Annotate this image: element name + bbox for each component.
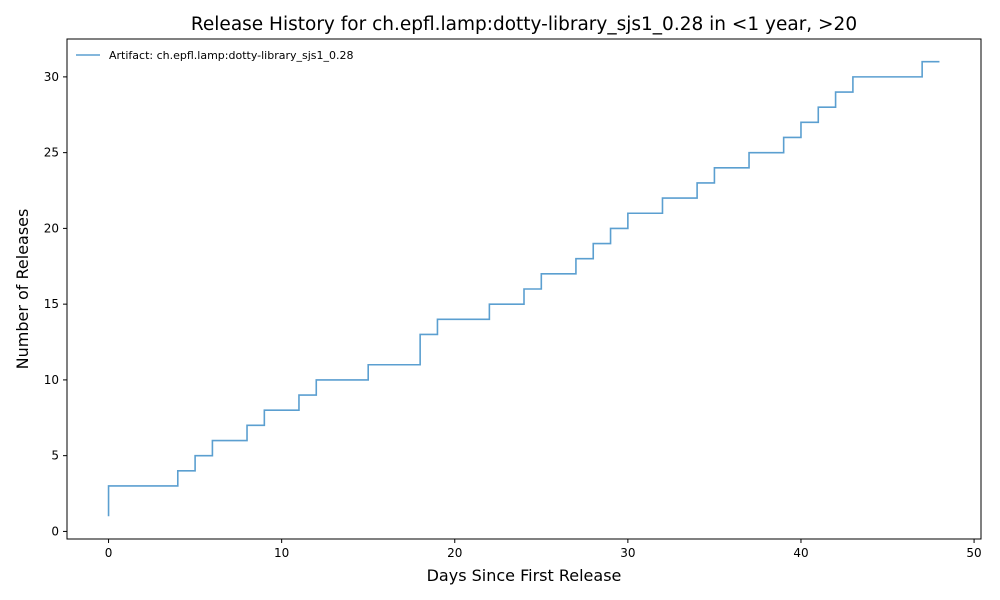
plot-area-border	[66, 38, 982, 540]
x-tick-label: 30	[620, 546, 635, 560]
y-tick-label: 5	[51, 449, 59, 463]
x-tick-label: 0	[105, 546, 113, 560]
x-axis-ticks: 0 10 20 30 40 50	[105, 539, 982, 560]
x-tick-label: 40	[793, 546, 808, 560]
y-tick-label: 30	[44, 70, 59, 84]
y-axis-label: Number of Releases	[13, 209, 32, 370]
axes-frame	[66, 38, 982, 540]
y-tick-label: 20	[44, 221, 59, 235]
legend: Artifact: ch.epfl.lamp:dotty-library_sjs…	[76, 49, 354, 62]
chart-title: Release History for ch.epfl.lamp:dotty-l…	[191, 14, 857, 35]
y-tick-label: 15	[44, 297, 59, 311]
y-axis-ticks: 0 5 10 15 20 25 30	[44, 70, 67, 538]
x-tick-label: 50	[966, 546, 981, 560]
y-tick-label: 25	[44, 146, 59, 160]
series-layer	[107, 60, 940, 517]
y-tick-label: 10	[44, 373, 59, 387]
legend-label: Artifact: ch.epfl.lamp:dotty-library_sjs…	[109, 49, 354, 62]
series-line	[107, 60, 940, 517]
x-tick-label: 10	[274, 546, 289, 560]
y-tick-label: 0	[51, 524, 59, 538]
x-tick-label: 20	[447, 546, 462, 560]
x-axis-label: Days Since First Release	[427, 566, 622, 585]
